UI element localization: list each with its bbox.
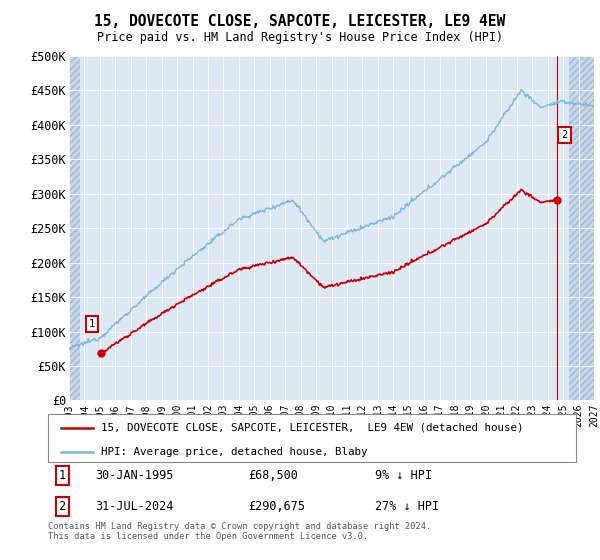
Text: £290,675: £290,675 xyxy=(248,500,305,513)
Text: £68,500: £68,500 xyxy=(248,469,299,482)
Text: 15, DOVECOTE CLOSE, SAPCOTE, LEICESTER, LE9 4EW: 15, DOVECOTE CLOSE, SAPCOTE, LEICESTER, … xyxy=(94,14,506,29)
Text: 30-JAN-1995: 30-JAN-1995 xyxy=(95,469,174,482)
Bar xyxy=(569,56,594,400)
Bar xyxy=(69,56,80,400)
Text: 31-JUL-2024: 31-JUL-2024 xyxy=(95,500,174,513)
Text: Price paid vs. HM Land Registry's House Price Index (HPI): Price paid vs. HM Land Registry's House … xyxy=(97,31,503,44)
Text: 1: 1 xyxy=(59,469,65,482)
Text: 15, DOVECOTE CLOSE, SAPCOTE, LEICESTER,  LE9 4EW (detached house): 15, DOVECOTE CLOSE, SAPCOTE, LEICESTER, … xyxy=(101,423,523,433)
Text: 1: 1 xyxy=(89,319,95,329)
Text: 2: 2 xyxy=(59,500,65,513)
Text: 9% ↓ HPI: 9% ↓ HPI xyxy=(376,469,433,482)
Text: 2: 2 xyxy=(561,130,568,140)
Text: 27% ↓ HPI: 27% ↓ HPI xyxy=(376,500,439,513)
Text: Contains HM Land Registry data © Crown copyright and database right 2024.
This d: Contains HM Land Registry data © Crown c… xyxy=(48,522,431,542)
Text: HPI: Average price, detached house, Blaby: HPI: Average price, detached house, Blab… xyxy=(101,446,367,456)
